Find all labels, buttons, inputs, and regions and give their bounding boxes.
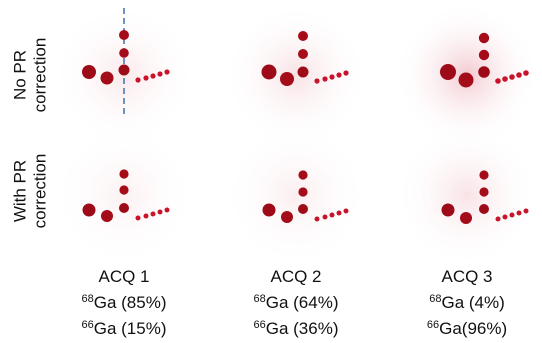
caption-acq2-ga68-mass: 68 [253, 293, 266, 305]
pet-image-no-pr-acq3 [392, 0, 542, 150]
caption-acq2-title: ACQ 2 [270, 267, 322, 286]
row-label-with-pr-line2: correction [30, 153, 50, 229]
caption-acq1-ga68-text: Ga (85%) [93, 293, 167, 312]
caption-acq2-ga66: 66Ga (36%) [221, 316, 371, 342]
caption-acq3-ga68-text: Ga (4%) [441, 293, 505, 312]
caption-acq2: ACQ 2 68Ga (64%) 66Ga (36%) [221, 264, 371, 342]
pet-image-with-pr-acq1-svg [52, 123, 196, 267]
caption-acq3: ACQ 3 68Ga (4%) 66Ga(96%) [392, 264, 542, 342]
caption-acq3-ga66-text: Ga(96%) [439, 319, 508, 338]
pet-image-no-pr-acq2-svg [224, 3, 368, 147]
caption-acq3-ga66: 66Ga(96%) [392, 316, 542, 342]
pet-image-no-pr-acq1-svg [52, 3, 196, 147]
pet-image-no-pr-acq2 [221, 0, 371, 150]
pet-image-with-pr-acq3 [392, 120, 542, 270]
pet-image-with-pr-acq2-svg [224, 123, 368, 267]
caption-acq1-ga68-mass: 68 [81, 293, 94, 305]
row-label-no-pr-line2: correction [30, 37, 50, 113]
caption-acq1-ga68: 68Ga (85%) [49, 290, 199, 316]
caption-acq2-ga68: 68Ga (64%) [221, 290, 371, 316]
caption-acq3-ga68: 68Ga (4%) [392, 290, 542, 316]
caption-acq2-ga66-mass: 66 [253, 319, 266, 331]
caption-acq1-ga66-mass: 66 [81, 319, 94, 331]
pet-image-with-pr-acq3-svg [395, 123, 539, 267]
caption-acq1-ga66: 66Ga (15%) [49, 316, 199, 342]
caption-acq1: ACQ 1 68Ga (85%) 66Ga (15%) [49, 264, 199, 342]
caption-acq1-ga66-text: Ga (15%) [93, 319, 167, 338]
caption-acq2-ga68-text: Ga (64%) [265, 293, 339, 312]
caption-acq2-ga66-text: Ga (36%) [265, 319, 339, 338]
pet-image-with-pr-acq2 [221, 120, 371, 270]
caption-acq3-title: ACQ 3 [441, 267, 493, 286]
row-label-no-pr-line1: No PR [10, 49, 30, 101]
row-label-with-pr-line1: With PR [10, 159, 30, 223]
caption-acq3-ga66-mass: 66 [426, 319, 440, 331]
caption-acq1-title: ACQ 1 [98, 267, 150, 286]
caption-acq3-ga68-mass: 68 [429, 293, 442, 305]
pet-image-with-pr-acq1 [49, 120, 199, 270]
pet-image-no-pr-acq1 [49, 0, 199, 150]
pet-image-no-pr-acq3-svg [395, 3, 539, 147]
